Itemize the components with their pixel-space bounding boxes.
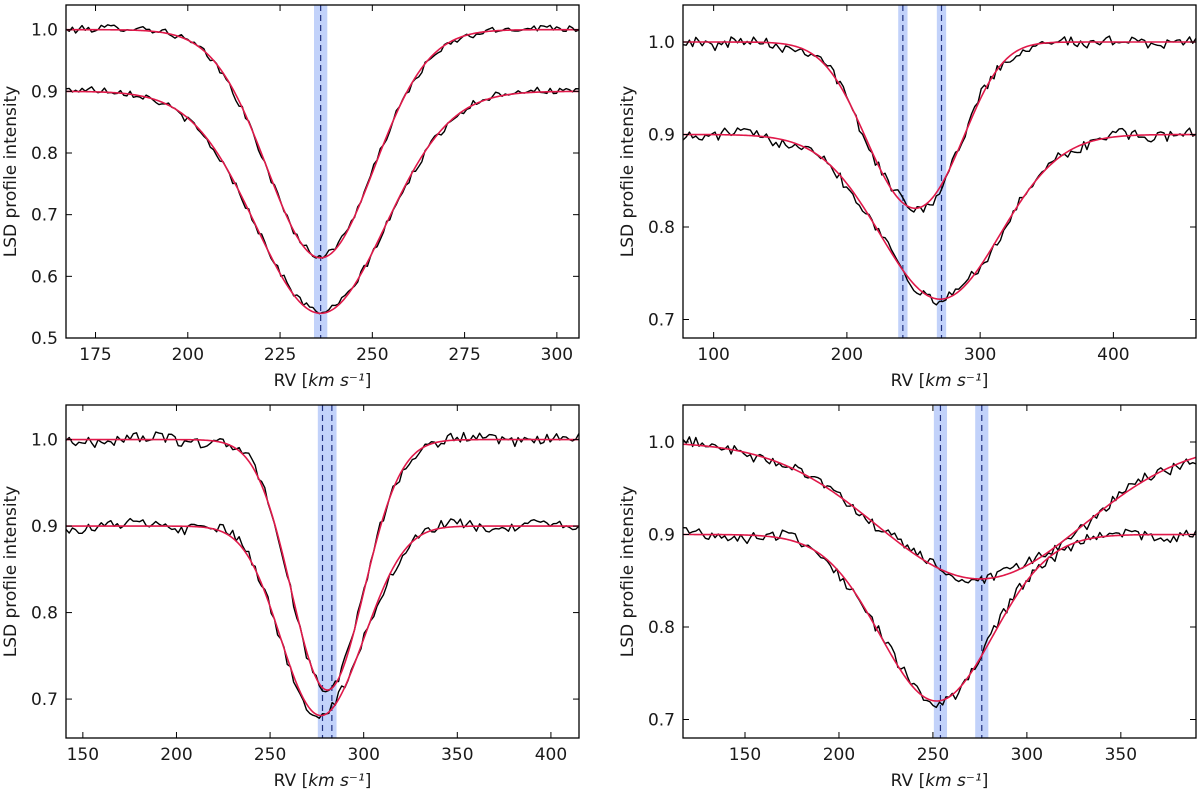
x-tick-label: 200 xyxy=(823,745,855,765)
axes-frame xyxy=(65,4,580,339)
x-axis-label: RV [km s⁻¹] xyxy=(891,371,989,391)
observed-profile-upper xyxy=(683,35,1196,213)
x-tick-label: 250 xyxy=(356,345,388,365)
x-tick-label: 200 xyxy=(831,345,863,365)
x-tick-label: 100 xyxy=(697,345,729,365)
y-tick-label: 0.7 xyxy=(648,711,675,731)
plot-area xyxy=(66,5,579,338)
y-tick-label: 0.8 xyxy=(648,618,675,638)
y-tick-label: 0.8 xyxy=(648,218,675,238)
fit-profile-upper xyxy=(66,28,579,259)
x-tick-label: 225 xyxy=(264,345,296,365)
x-tick-label: 200 xyxy=(172,345,204,365)
axes-frame xyxy=(682,4,1197,339)
axes-frame xyxy=(65,404,580,739)
plot-area xyxy=(683,5,1196,338)
x-tick-label: 175 xyxy=(79,345,111,365)
x-tick-label: 400 xyxy=(535,745,567,765)
rv-uncertainty-band xyxy=(314,5,328,338)
y-axis-label: LSD profile intensity xyxy=(618,486,638,658)
y-tick-label: 0.8 xyxy=(31,144,58,164)
plot-area xyxy=(66,405,579,738)
y-axis-label: LSD profile intensity xyxy=(1,486,21,658)
y-tick-label: 1.0 xyxy=(31,21,58,41)
x-tick-label: 250 xyxy=(254,745,286,765)
panel-4: 150 200 250 300 350 0.7 0.8 0.9 1.0 RV [km s⁻¹] LS… xyxy=(618,404,1197,791)
y-tick-label: 0.8 xyxy=(31,604,58,624)
fit-profile-lower xyxy=(683,133,1196,300)
rv-uncertainty-band xyxy=(936,5,947,338)
y-tick-label: 0.7 xyxy=(31,690,58,710)
y-axis-label: LSD profile intensity xyxy=(1,86,21,258)
fit-profile-lower xyxy=(683,533,1196,702)
rv-uncertainty-band xyxy=(933,405,948,738)
y-tick-label: 0.6 xyxy=(31,267,58,287)
fit-profile-upper xyxy=(683,41,1196,210)
fit-profile-upper xyxy=(683,443,1196,580)
y-tick-label: 0.5 xyxy=(31,329,58,349)
y-tick-label: 1.0 xyxy=(648,433,675,453)
x-tick-label: 350 xyxy=(1105,745,1137,765)
rv-uncertainty-band xyxy=(317,405,328,738)
x-tick-label: 350 xyxy=(441,745,473,765)
axes-frame xyxy=(682,404,1197,739)
plot-area xyxy=(683,405,1196,738)
x-tick-label: 300 xyxy=(347,745,379,765)
y-tick-label: 0.9 xyxy=(648,126,675,146)
fit-profile-upper xyxy=(66,438,579,691)
x-tick-label: 150 xyxy=(729,745,761,765)
panel-2: 100 200 300 400 0.7 0.8 0.9 1.0 RV [km s⁻¹] LSD p… xyxy=(618,4,1197,391)
fit-profile-lower xyxy=(66,525,579,717)
x-tick-label: 200 xyxy=(160,745,192,765)
x-tick-label: 400 xyxy=(1097,345,1129,365)
rv-uncertainty-band xyxy=(975,405,989,738)
rv-uncertainty-band xyxy=(327,405,337,738)
x-tick-label: 275 xyxy=(448,345,480,365)
fit-profile-lower xyxy=(66,90,579,315)
x-axis-label: RV [km s⁻¹] xyxy=(891,771,989,791)
x-tick-label: 300 xyxy=(541,345,573,365)
y-tick-label: 1.0 xyxy=(31,431,58,451)
rv-uncertainty-band xyxy=(898,5,908,338)
panel-1: 175 200 225 250 275 300 0.5 0.6 0.7 0.8 0.9 1.0 RV [… xyxy=(1,4,580,391)
x-axis-label: RV [km s⁻¹] xyxy=(274,371,372,391)
y-tick-label: 0.9 xyxy=(31,82,58,102)
y-tick-label: 0.7 xyxy=(648,311,675,331)
y-tick-label: 1.0 xyxy=(648,33,675,53)
x-tick-label: 300 xyxy=(964,345,996,365)
y-tick-label: 0.9 xyxy=(648,526,675,546)
x-axis-label: RV [km s⁻¹] xyxy=(274,771,372,791)
x-tick-label: 300 xyxy=(1011,745,1043,765)
x-tick-label: 250 xyxy=(917,745,949,765)
observed-profile-lower xyxy=(683,527,1196,709)
x-tick-label: 150 xyxy=(67,745,99,765)
y-tick-label: 0.9 xyxy=(31,517,58,537)
y-axis-label: LSD profile intensity xyxy=(618,86,638,258)
observed-profile-lower xyxy=(66,517,579,719)
panel-3: 150 200 250 300 350 400 0.7 0.8 0.9 1.0 RV [km s⁻¹… xyxy=(1,404,580,791)
y-tick-label: 0.7 xyxy=(31,206,58,226)
